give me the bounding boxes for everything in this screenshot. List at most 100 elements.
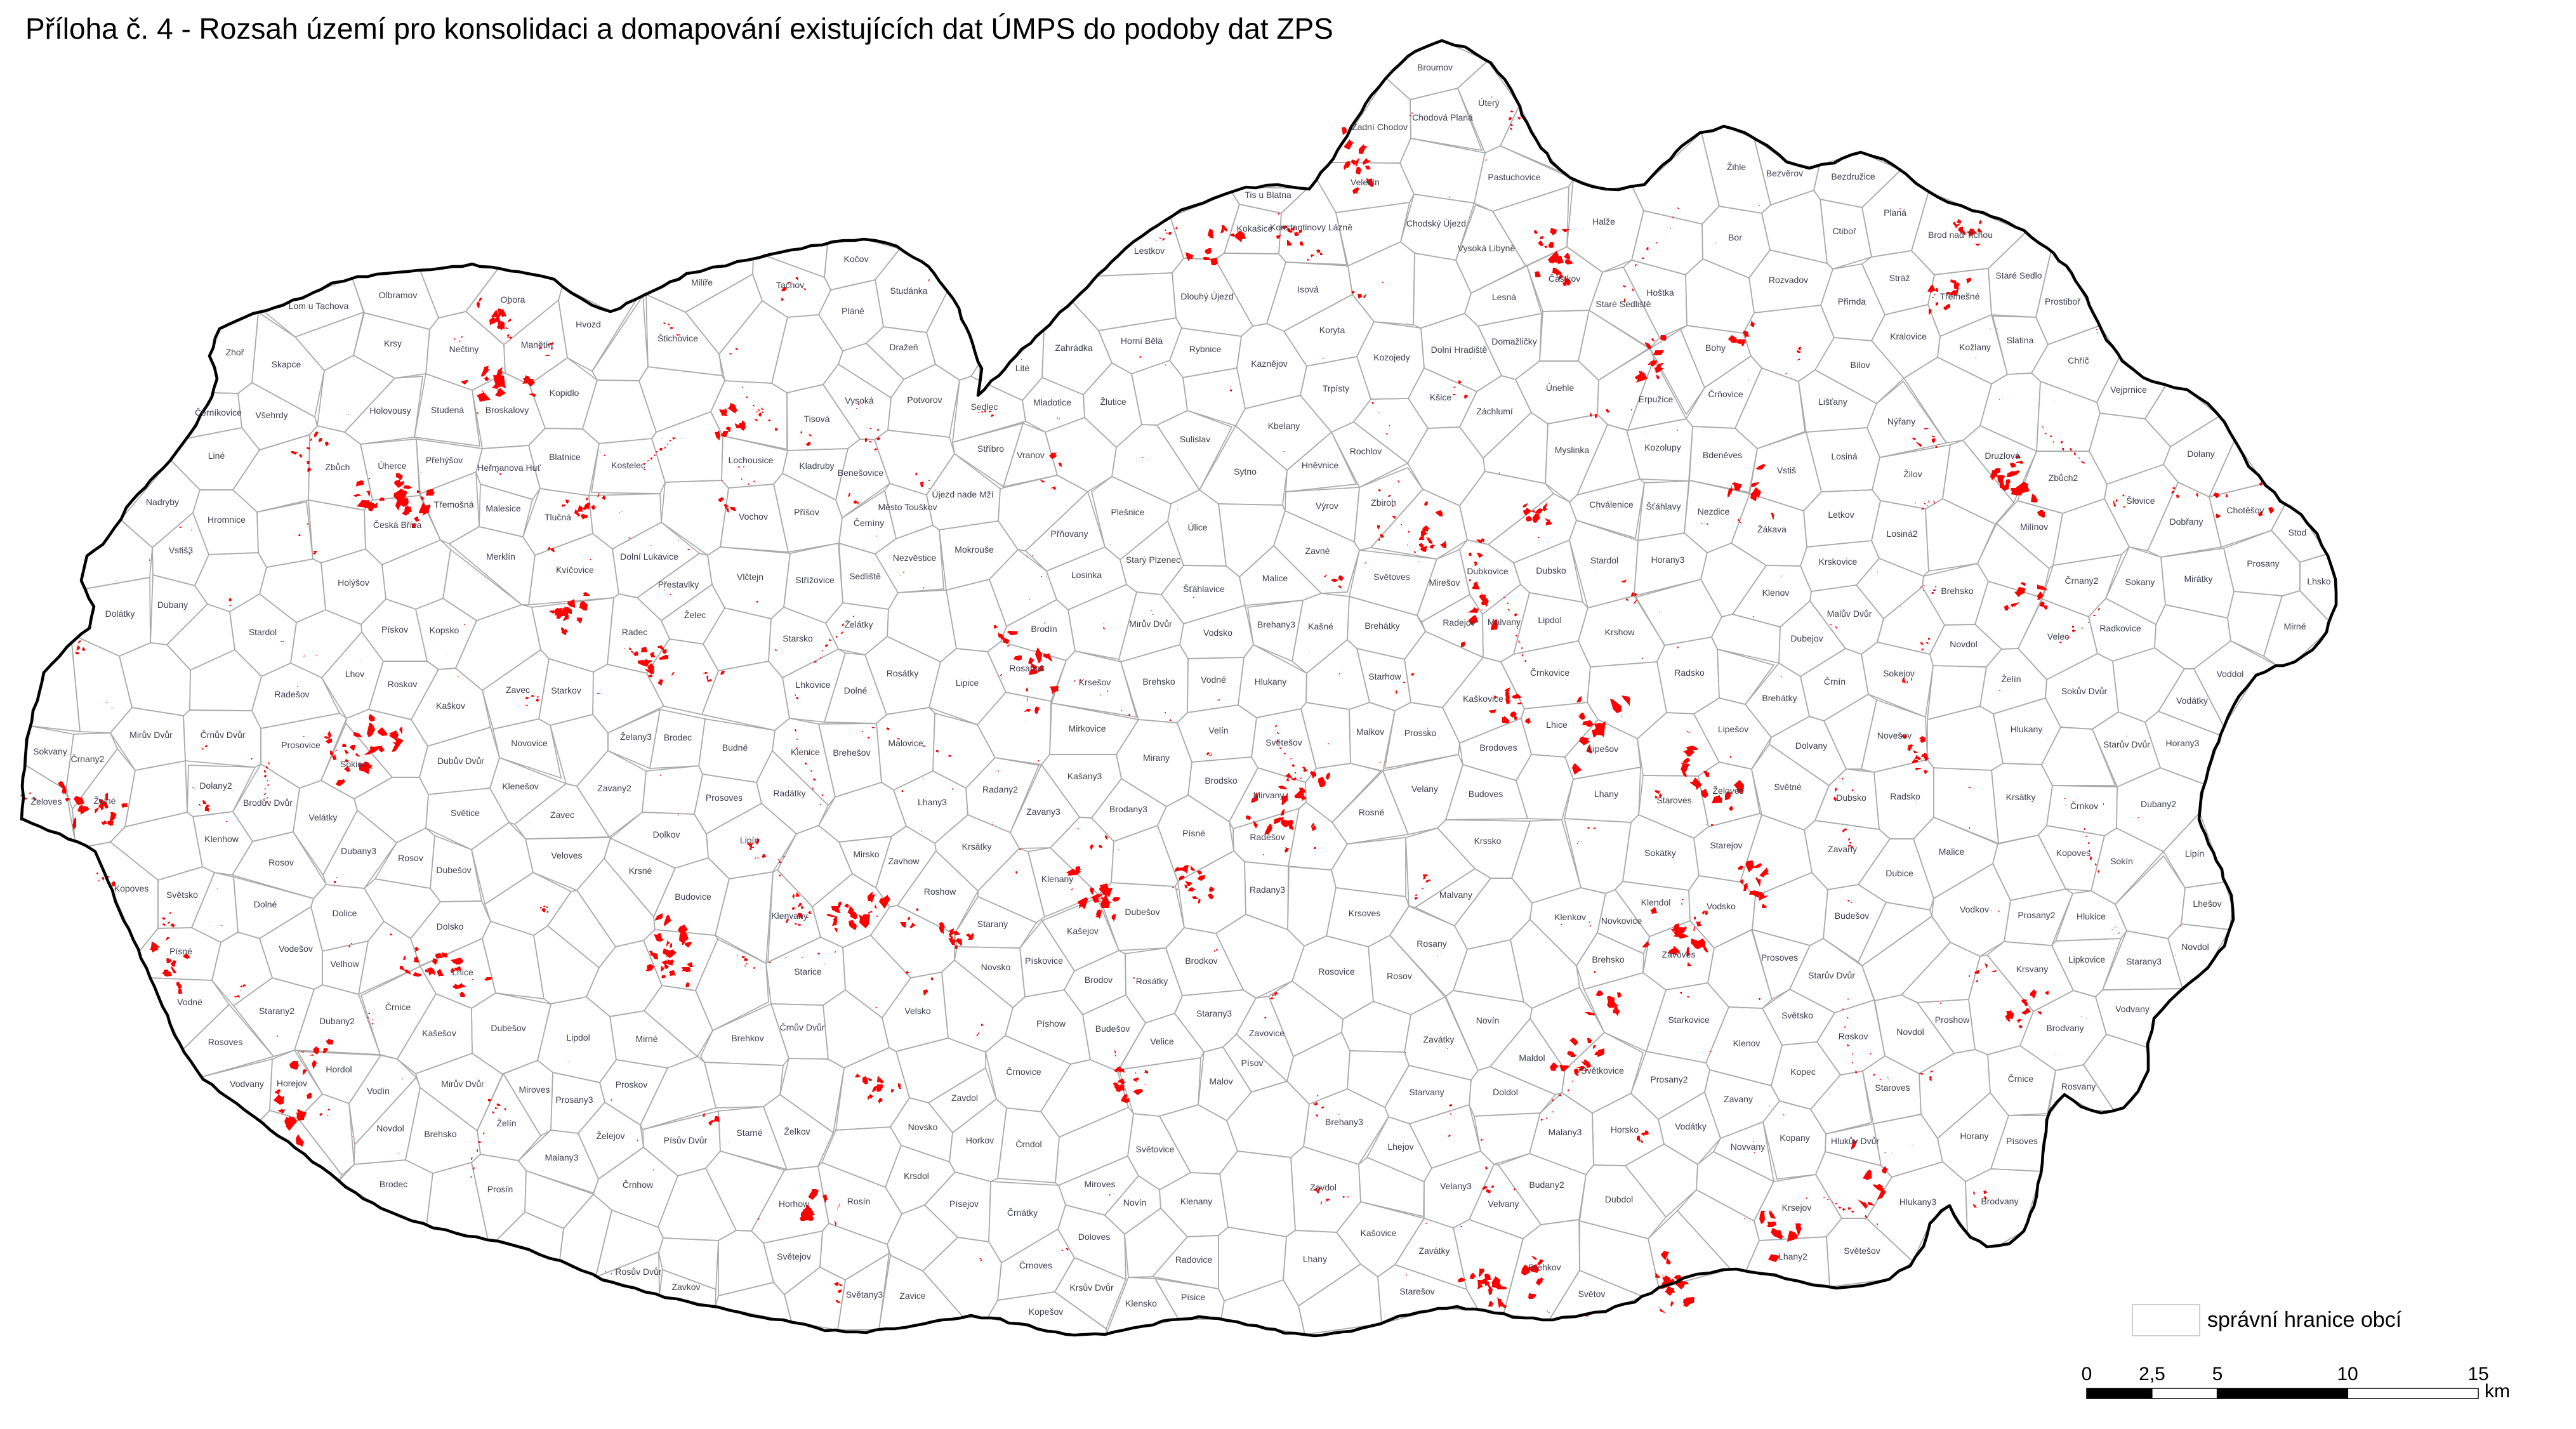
svg-text:Studánka: Studánka (890, 286, 927, 296)
svg-text:Slatina: Slatina (2007, 335, 2034, 345)
svg-text:Prosovice: Prosovice (281, 740, 320, 750)
svg-text:Čemíny: Čemíny (854, 518, 884, 528)
svg-text:Želoves: Želoves (1712, 786, 1743, 796)
svg-text:Brodany3: Brodany3 (1109, 804, 1147, 814)
svg-text:Malany3: Malany3 (1549, 1127, 1582, 1137)
svg-text:Lochousice: Lochousice (729, 455, 774, 465)
svg-text:Rosov: Rosov (1387, 971, 1412, 981)
svg-text:Novdol: Novdol (1896, 1027, 1924, 1037)
svg-text:Vodátky: Vodátky (2176, 695, 2208, 706)
svg-text:Potvorov: Potvorov (907, 395, 942, 405)
svg-text:Dolné: Dolné (254, 899, 277, 909)
svg-text:Dubany: Dubany (157, 600, 188, 610)
svg-text:Hoštka: Hoštka (1646, 287, 1674, 298)
svg-text:Lestkov: Lestkov (1134, 246, 1165, 256)
svg-text:Črnany2: Črnany2 (71, 754, 105, 764)
svg-text:Starkovice: Starkovice (1668, 1015, 1710, 1025)
svg-text:Žihle: Žihle (1727, 162, 1747, 172)
svg-text:Krskovice: Krskovice (1819, 556, 1858, 567)
svg-text:Bdeněves: Bdeněves (1703, 450, 1742, 460)
svg-text:Olbramov: Olbramov (379, 290, 418, 300)
svg-text:Klenov: Klenov (1733, 1038, 1760, 1048)
svg-text:Miroves: Miroves (1084, 1179, 1115, 1189)
svg-text:Kočov: Kočov (844, 254, 869, 264)
svg-text:Žlutice: Žlutice (1100, 397, 1126, 407)
svg-text:Roshow: Roshow (924, 886, 956, 897)
svg-text:Vodkov: Vodkov (1960, 904, 1989, 914)
svg-text:Maldol: Maldol (1519, 1053, 1545, 1063)
svg-text:Radany3: Radany3 (1250, 885, 1285, 895)
svg-text:Sokany: Sokany (2125, 577, 2155, 587)
svg-text:Malův Dvůr: Malův Dvůr (1827, 609, 1872, 619)
svg-text:Újezd nade Mží: Újezd nade Mží (932, 489, 993, 499)
svg-text:Všehrdy: Všehrdy (255, 410, 287, 420)
svg-text:Dubsko: Dubsko (1536, 565, 1566, 576)
svg-text:Črnátky: Črnátky (1007, 1208, 1038, 1218)
svg-text:správní hranice obcí: správní hranice obcí (2207, 1308, 2402, 1332)
svg-text:Dobřany: Dobřany (2170, 517, 2203, 527)
svg-text:Stardol: Stardol (249, 627, 277, 637)
svg-text:Hněvnice: Hněvnice (1302, 460, 1339, 470)
svg-text:Malice: Malice (1939, 846, 1965, 857)
svg-text:Kozolupy: Kozolupy (1644, 442, 1681, 452)
svg-text:Želkov: Želkov (784, 1126, 810, 1136)
svg-text:Milínov: Milínov (2020, 522, 2048, 532)
svg-text:Rosátky: Rosátky (887, 668, 919, 678)
svg-text:Stardol: Stardol (1590, 555, 1618, 565)
svg-text:Zavdol: Zavdol (951, 1093, 978, 1103)
svg-text:Klendol: Klendol (1641, 897, 1671, 907)
svg-text:Radkovice: Radkovice (2099, 623, 2141, 633)
svg-text:Losiná2: Losiná2 (1886, 529, 1917, 539)
svg-text:Dubany3: Dubany3 (341, 846, 376, 856)
svg-text:Kaškov: Kaškov (436, 701, 465, 711)
svg-text:Starany3: Starany3 (2126, 956, 2162, 966)
svg-text:Stříbro: Stříbro (977, 444, 1004, 454)
svg-text:0: 0 (2082, 1364, 2092, 1385)
svg-text:Klenhow: Klenhow (204, 834, 239, 844)
svg-text:Nečtiny: Nečtiny (449, 344, 479, 354)
svg-text:Zavkov: Zavkov (671, 1282, 700, 1292)
svg-text:Sedliště: Sedliště (849, 571, 881, 581)
svg-text:Úlice: Úlice (1187, 522, 1207, 532)
svg-text:Brodec: Brodec (664, 732, 692, 742)
svg-text:Zavátky: Zavátky (1418, 1246, 1450, 1256)
svg-text:Novdol: Novdol (2181, 942, 2209, 952)
svg-text:Vodvany: Vodvany (2115, 1004, 2150, 1014)
svg-text:Holovousy: Holovousy (369, 405, 411, 416)
svg-text:Tis u Blatna: Tis u Blatna (1245, 190, 1291, 200)
svg-text:Lipdol: Lipdol (566, 1032, 590, 1043)
svg-text:Lipkovice: Lipkovice (2068, 954, 2106, 965)
svg-text:Lhsko: Lhsko (2307, 576, 2331, 586)
svg-text:Kopidlo: Kopidlo (550, 388, 579, 398)
svg-text:Šťáhlavy: Šťáhlavy (1646, 501, 1681, 511)
svg-text:Klenany: Klenany (1180, 1196, 1213, 1206)
svg-text:Částkov: Částkov (1549, 273, 1581, 284)
svg-text:Želany3: Želany3 (620, 732, 652, 742)
svg-text:Světsko: Světsko (1781, 1010, 1813, 1020)
svg-text:Druzlová: Druzlová (1985, 451, 2019, 461)
svg-text:Lom u Tachova: Lom u Tachova (289, 301, 349, 311)
svg-text:Dražeň: Dražeň (889, 342, 918, 352)
svg-text:Brod nad Tichou: Brod nad Tichou (1928, 230, 1993, 240)
svg-text:Zavovice: Zavovice (1249, 1028, 1285, 1038)
svg-text:Zavoves: Zavoves (1662, 949, 1696, 959)
svg-text:Chříč: Chříč (2068, 355, 2089, 365)
svg-text:Klenešov: Klenešov (502, 781, 539, 791)
svg-text:Letkov: Letkov (1828, 510, 1854, 520)
svg-text:Klenany: Klenany (1041, 874, 1074, 884)
svg-text:Velhow: Velhow (330, 959, 359, 969)
svg-text:Krsův Dvůr: Krsův Dvůr (1069, 1282, 1114, 1293)
svg-text:Dubany2: Dubany2 (2141, 799, 2176, 809)
svg-text:Chotěšov: Chotěšov (2226, 505, 2264, 515)
svg-text:Krsejov: Krsejov (1782, 1202, 1812, 1213)
svg-text:Dubešov: Dubešov (1125, 907, 1159, 917)
svg-text:Velátky: Velátky (308, 812, 337, 822)
svg-text:Krsátky: Krsátky (2006, 792, 2036, 802)
svg-text:Rosín: Rosín (847, 1196, 871, 1206)
svg-text:Krshow: Krshow (1605, 627, 1635, 637)
svg-text:Starany: Starany (977, 919, 1008, 929)
svg-text:Žilov: Žilov (1903, 469, 1922, 479)
svg-text:Krsešov: Krsešov (1079, 677, 1111, 687)
svg-text:Brehsko: Brehsko (1142, 676, 1175, 687)
svg-text:Vysoká: Vysoká (845, 395, 874, 405)
